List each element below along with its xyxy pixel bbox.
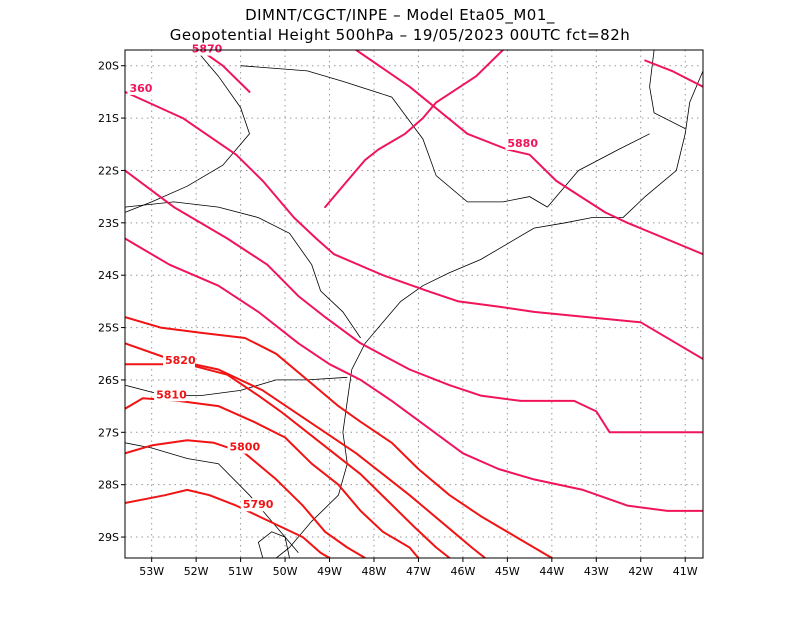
border-state-border-mg-es (649, 50, 686, 129)
contour-label: 5800 (229, 441, 260, 454)
lon-tick-label: 51W (228, 565, 253, 578)
contour-label-bg (163, 354, 196, 368)
contour-line (644, 59, 703, 88)
height-contours (125, 50, 703, 558)
lat-tick-label: 22S (98, 164, 119, 177)
contour-line (125, 439, 367, 558)
contour-labels: 5870 360 5880 5820 5810 5800 5790 (127, 42, 538, 512)
axis-ticks: 53W 52W 51W 50W 49W 48W 47W 46W 45W 44W 43W 42W 41W 2… (98, 60, 698, 578)
lat-tick-label: 21S (98, 112, 119, 125)
contour-label: 5880 (507, 137, 538, 150)
lat-tick-label: 26S (98, 374, 119, 387)
lon-tick-label: 44W (539, 565, 564, 578)
border-coastline (275, 70, 703, 558)
border-parana-river (125, 50, 250, 213)
lat-tick-label: 23S (98, 217, 119, 230)
contour-line (355, 50, 703, 256)
map-title-line2: Geopotential Height 500hPa – 19/05/2023 … (169, 26, 631, 44)
border-lagoon-patos (257, 531, 290, 558)
lon-tick-label: 50W (273, 565, 298, 578)
contour-label-bg (227, 440, 260, 454)
lat-tick-label: 29S (98, 531, 119, 544)
border-state-border-sp-pr (125, 201, 361, 339)
lat-tick-label: 27S (98, 426, 119, 439)
contour-line (125, 237, 703, 512)
contour-line (125, 316, 553, 558)
contour-label: 5820 (165, 354, 196, 367)
contour-line (125, 90, 703, 360)
lon-tick-label: 45W (495, 565, 520, 578)
plot-frame (124, 49, 704, 559)
lon-tick-label: 41W (673, 565, 698, 578)
border-state-border-mg-rj (547, 133, 650, 208)
lon-tick-label: 43W (584, 565, 609, 578)
contour-label-bg (154, 388, 187, 402)
lon-tick-label: 47W (406, 565, 431, 578)
contour-line (324, 50, 504, 209)
lat-tick-label: 25S (98, 322, 119, 335)
lon-tick-label: 52W (184, 565, 209, 578)
lat-tick-label: 28S (98, 479, 119, 492)
grid-lines (125, 50, 703, 558)
contour-label: 5870 (192, 43, 223, 56)
lon-tick-label: 49W (317, 565, 342, 578)
contour-label: 360 (129, 82, 152, 95)
lon-tick-label: 46W (450, 565, 475, 578)
lat-tick-label: 24S (98, 269, 119, 282)
contour-line (125, 342, 487, 558)
lat-tick-label: 20S (98, 60, 119, 73)
contour-label: 5790 (243, 498, 274, 511)
lon-tick-label: 53W (139, 565, 164, 578)
lon-tick-label: 48W (362, 565, 387, 578)
border-state-border-sp-mg (240, 65, 548, 208)
lon-tick-label: 42W (628, 565, 653, 578)
border-state-border-sc-rs (125, 442, 299, 554)
map-title-line1: DIMNT/CGCT/INPE – Model Eta05_M01_ (245, 6, 555, 24)
contour-label: 5810 (156, 388, 187, 401)
contour-label-bg (240, 498, 273, 512)
contour-line (125, 488, 331, 558)
contour-line (125, 363, 451, 558)
contour-label-bg (505, 136, 538, 150)
contour-line (125, 169, 703, 434)
contour-label-bg (189, 42, 222, 56)
contour-label-bg (127, 81, 153, 95)
